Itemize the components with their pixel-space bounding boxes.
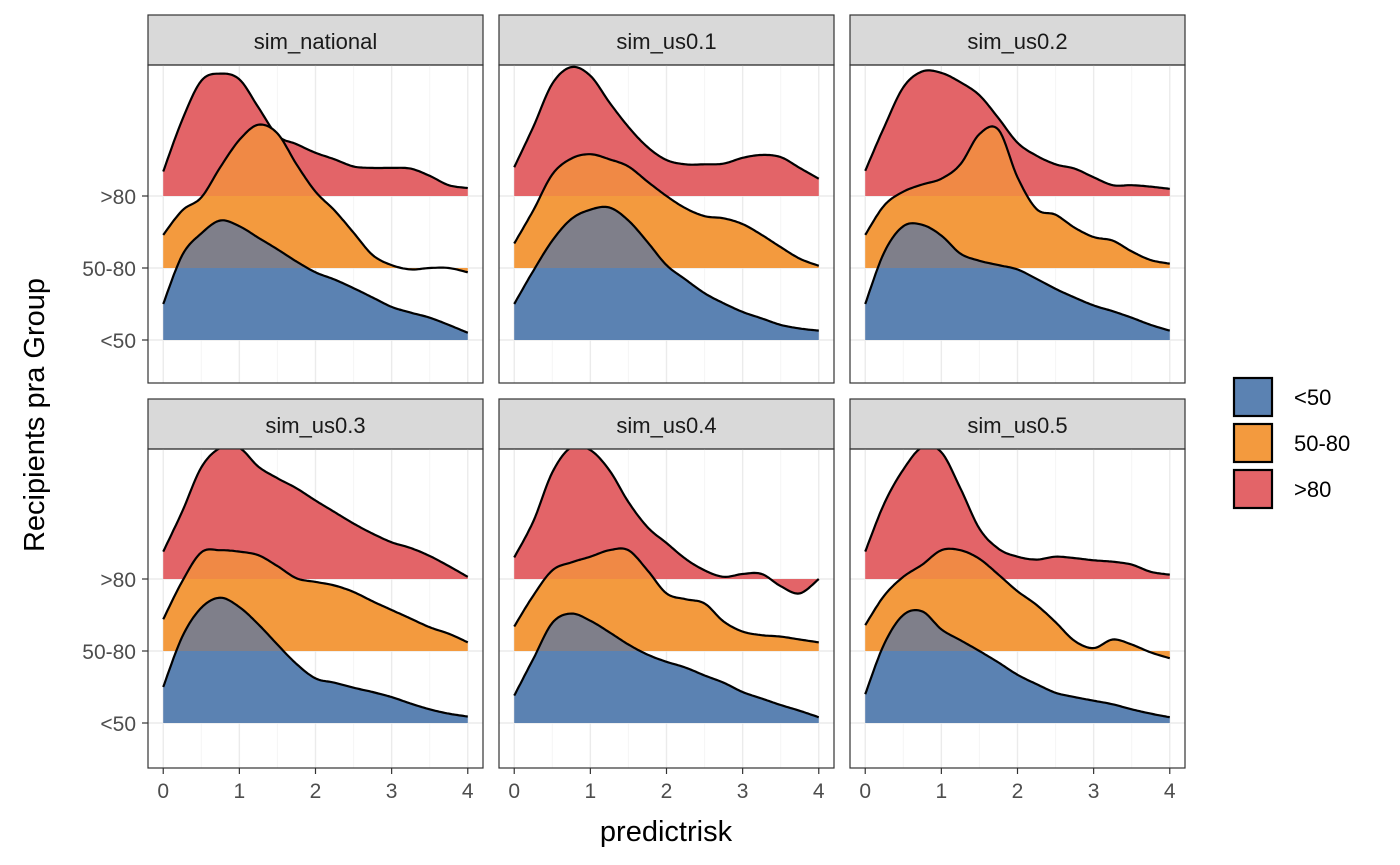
overlap-area — [514, 613, 819, 651]
x-tick-label: 2 — [1012, 780, 1024, 803]
y-tick-label: 50-80 — [82, 258, 136, 281]
legend-label: 50-80 — [1294, 431, 1350, 456]
facet-title: sim_us0.2 — [967, 29, 1067, 54]
density-outline — [864, 449, 1170, 576]
density-outline — [513, 547, 819, 644]
overlap-area — [865, 610, 1170, 659]
density-area-lt50 — [513, 612, 820, 723]
density-outline — [513, 449, 820, 595]
facet-strip — [147, 14, 484, 66]
density-outline — [864, 609, 1170, 719]
density-outline — [513, 65, 820, 180]
density-area-lt50 — [864, 609, 1170, 723]
density-outline — [162, 72, 468, 190]
x-tick-label: 1 — [585, 780, 597, 803]
y-tick-label: >80 — [100, 569, 136, 592]
facet-panel: sim_us0.1 — [498, 14, 835, 384]
overlap-area — [163, 124, 468, 196]
density-outline — [513, 153, 820, 267]
y-axis-title: Recipients pra Group — [19, 278, 51, 552]
density-area-gt80 — [864, 69, 1170, 196]
density-outline — [162, 219, 469, 334]
facet-panel: sim_national <50 50-80 >80 — [82, 14, 484, 384]
x-tick-label: 4 — [813, 780, 825, 803]
x-axis-title: predictrisk — [600, 816, 733, 848]
y-tick-label: >80 — [100, 186, 136, 209]
x-tick-label: 2 — [310, 780, 322, 803]
facet-strip — [147, 398, 484, 450]
density-outline — [513, 205, 819, 332]
facet-strip — [849, 14, 1186, 66]
panel-border — [849, 64, 1186, 384]
x-tick-label: 4 — [1164, 780, 1176, 803]
x-tick-label: 3 — [1088, 780, 1100, 803]
facet-title: sim_us0.3 — [265, 413, 365, 438]
x-tick-label: 3 — [737, 780, 749, 803]
panel-border — [498, 64, 835, 384]
facet-title: sim_us0.5 — [967, 413, 1067, 438]
facet-strip — [498, 398, 835, 450]
x-tick-label: 0 — [859, 780, 871, 803]
x-tick-label: 4 — [462, 780, 474, 803]
legend-label: >80 — [1294, 477, 1331, 502]
legend-label: <50 — [1294, 385, 1331, 410]
legend-swatch — [1232, 376, 1274, 418]
x-tick-label: 0 — [508, 780, 520, 803]
legend-swatch — [1232, 468, 1274, 510]
legend-swatch — [1232, 422, 1274, 464]
facet-title: sim_national — [254, 29, 378, 54]
density-outline — [864, 69, 1170, 190]
density-outline — [513, 612, 820, 719]
density-outline — [162, 548, 469, 644]
y-tick-label: <50 — [100, 713, 136, 736]
density-outline — [162, 123, 469, 274]
facet-panel: sim_us0.5 0 1 2 3 4 — [849, 398, 1186, 803]
x-tick-label: 3 — [386, 780, 398, 803]
facet-title: sim_us0.1 — [616, 29, 716, 54]
x-tick-label: 2 — [661, 780, 673, 803]
facet-panel: sim_us0.2 — [849, 14, 1186, 384]
facet-panel: sim_us0.3 <50 50-80 >80 0 1 2 3 4 — [82, 398, 484, 803]
density-outline — [864, 125, 1170, 265]
density-outline — [864, 222, 1171, 332]
overlap-area — [163, 220, 468, 273]
facet-panels: sim_national <50 50-80 >80 sim_us0.1 sim_us0.… — [82, 14, 1186, 803]
legend-entry: 50-80 — [1232, 422, 1350, 464]
facet-strip — [498, 14, 835, 66]
density-outline — [162, 449, 469, 578]
density-outline — [864, 547, 1171, 660]
x-tick-label: 0 — [157, 780, 169, 803]
density-area-gt80 — [162, 449, 469, 579]
density-area-gt80 — [864, 449, 1170, 579]
facet-panel: sim_us0.4 0 1 2 3 4 — [498, 398, 835, 803]
legend-entry: >80 — [1232, 468, 1331, 510]
density-outline — [162, 596, 468, 718]
density-area-lt50 — [162, 219, 469, 340]
x-tick-label: 1 — [234, 780, 246, 803]
y-tick-label: <50 — [100, 330, 136, 353]
x-tick-label: 1 — [936, 780, 948, 803]
legend: <50 50-80 >80 — [1232, 376, 1350, 510]
panel-border — [147, 64, 484, 384]
legend-entry: <50 — [1232, 376, 1331, 418]
y-tick-label: 50-80 — [82, 641, 136, 664]
facet-title: sim_us0.4 — [616, 413, 716, 438]
